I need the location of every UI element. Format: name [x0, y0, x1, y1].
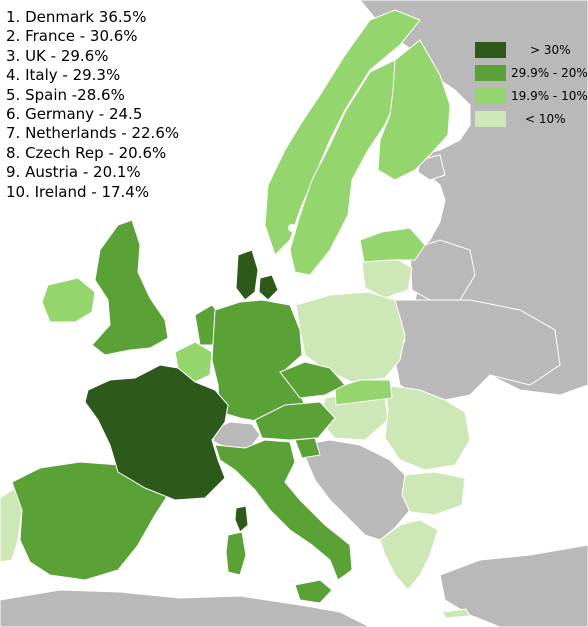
legend-label: 29.9% - 20% — [511, 66, 588, 80]
country-finland — [377, 39, 451, 181]
country-belarus — [409, 239, 476, 301]
country-slovakia — [334, 379, 393, 406]
country-latvia — [359, 227, 426, 263]
country-cyprus — [441, 608, 471, 619]
country-france — [84, 364, 229, 501]
ranking-item: 8. Czech Rep - 20.6% — [6, 143, 167, 162]
north-africa — [0, 589, 371, 627]
legend-swatch — [475, 111, 506, 127]
country-bulgaria — [401, 471, 466, 516]
legend-label: 19.9% - 10% — [511, 89, 588, 103]
country-czech — [279, 361, 346, 399]
ranking-item: 10. Ireland - 17.4% — [6, 182, 150, 201]
ranking-item: 2. France - 30.6% — [6, 27, 138, 46]
country-norway — [264, 9, 421, 256]
country-switzerland — [211, 421, 261, 449]
country-uk — [91, 219, 169, 356]
country-poland — [295, 291, 406, 383]
country-ireland — [41, 277, 96, 323]
country-italy — [214, 439, 353, 581]
lake-vanern — [288, 224, 296, 232]
country-russia — [359, 0, 588, 396]
legend-swatch — [475, 65, 506, 81]
country-denmark-islands — [258, 274, 279, 301]
country-greece — [379, 519, 439, 591]
country-denmark — [235, 249, 259, 301]
legend-swatch — [475, 42, 506, 58]
country-slovenia — [294, 437, 321, 459]
10to19-countries — [41, 9, 451, 406]
country-austria — [254, 401, 336, 441]
gt30-countries — [84, 249, 279, 533]
country-sicily — [294, 579, 333, 604]
country-sardinia — [225, 531, 247, 576]
20to29-countries — [11, 219, 353, 604]
ranking-item: 9. Austria - 20.1% — [6, 163, 141, 182]
country-romania — [384, 384, 471, 471]
ranking-item: 1. Denmark 36.5% — [6, 8, 147, 26]
legend-swatch — [475, 88, 506, 104]
country-turkey — [439, 544, 588, 627]
ranking-item: 3. UK - 29.6% — [6, 46, 109, 65]
map-details — [288, 224, 296, 232]
country-corsica — [234, 505, 249, 533]
country-spain — [11, 461, 171, 581]
ranking-item: 5. Spain -28.6% — [6, 85, 125, 104]
legend-label: > 30% — [530, 43, 571, 57]
country-estonia — [417, 154, 446, 181]
legend-label: < 10% — [525, 112, 566, 126]
ranking-item: 4. Italy - 29.3% — [6, 66, 121, 85]
country-ukraine — [394, 299, 561, 401]
lt10-countries — [0, 257, 471, 619]
ranking-list: 1. Denmark 36.5% 2. France - 30.6% 3. UK… — [6, 8, 179, 202]
ranking-item: 6. Germany - 24.5 — [6, 105, 143, 124]
country-balkans — [299, 439, 411, 541]
ranking-item: 7. Netherlands - 22.6% — [6, 124, 180, 143]
